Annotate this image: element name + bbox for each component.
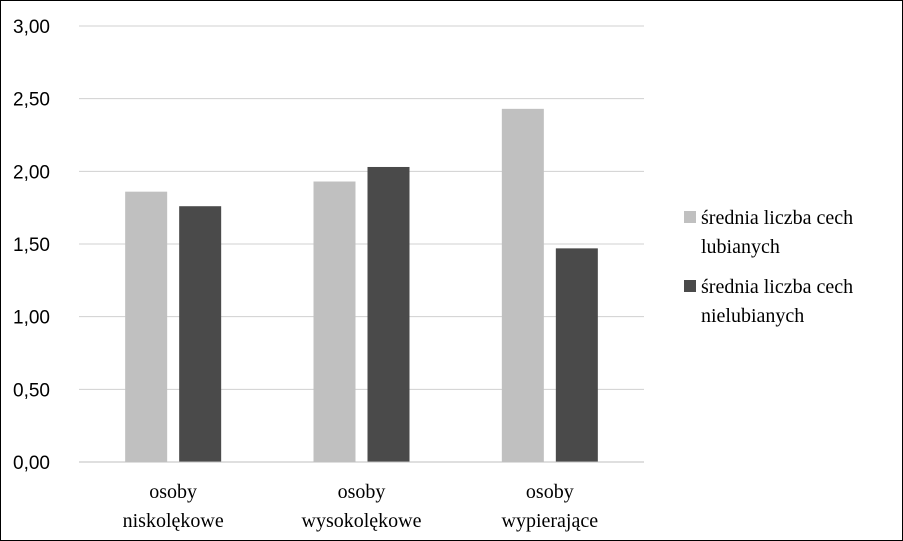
legend: średnia liczba cech lubianych średnia licz… xyxy=(684,207,853,327)
category-label: wypierające xyxy=(502,510,599,532)
y-tick-label: 3,00 xyxy=(13,17,50,38)
category-labels: osoby niskolękowe osoby wysokolękowe osoby wy… xyxy=(123,481,599,532)
y-tick-label: 2,00 xyxy=(13,162,50,183)
category-label: osoby xyxy=(338,481,386,503)
category-label: niskolękowe xyxy=(123,510,224,532)
legend-label: średnia liczba cech xyxy=(701,276,853,298)
bar-series-1-cat-1 xyxy=(125,191,168,462)
bar-series-2-cat-3 xyxy=(555,248,598,462)
category-label: osoby xyxy=(149,481,197,503)
y-tick-label: 0,50 xyxy=(13,380,50,401)
legend-swatch-2 xyxy=(684,280,696,292)
legend-label: nielubianych xyxy=(701,305,804,327)
bar-series-1-cat-2 xyxy=(313,181,356,463)
bar-series-1-cat-3 xyxy=(501,108,544,462)
legend-swatch-1 xyxy=(684,211,696,223)
legend-label: średnia liczba cech xyxy=(701,207,853,229)
bars xyxy=(125,108,598,463)
y-axis-tick-labels: 0,00 0,50 1,00 1,50 2,00 2,50 3,00 xyxy=(13,17,50,474)
y-tick-label: 1,00 xyxy=(13,308,50,329)
gridlines xyxy=(79,25,644,390)
y-tick-label: 2,50 xyxy=(13,90,50,111)
category-label: wysokolękowe xyxy=(302,510,422,532)
category-label: osoby xyxy=(526,481,574,503)
y-tick-label: 1,50 xyxy=(13,235,50,256)
legend-label: lubianych xyxy=(701,236,780,258)
bar-series-2-cat-2 xyxy=(367,166,410,462)
y-tick-label: 0,00 xyxy=(13,453,50,474)
bar-series-2-cat-1 xyxy=(179,206,222,462)
